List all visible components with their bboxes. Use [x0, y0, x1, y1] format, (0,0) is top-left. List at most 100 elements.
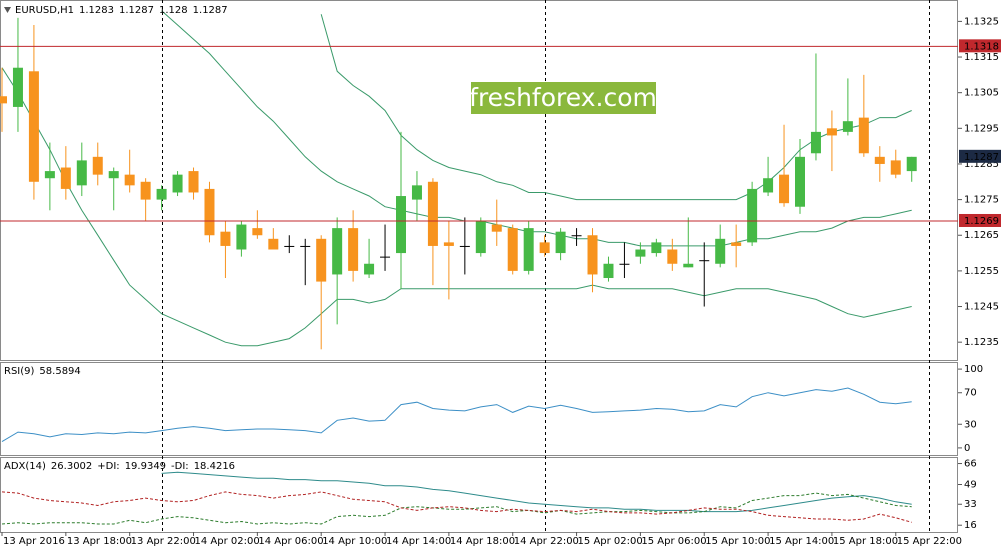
indicator-name: RSI(9) — [4, 366, 35, 377]
level-label-box — [959, 39, 1001, 53]
indicator-name: ADX(14) — [4, 461, 46, 472]
candle-body — [842, 121, 853, 132]
candle-body — [252, 228, 263, 236]
candle-body — [810, 131, 821, 154]
candle-body — [188, 171, 199, 193]
candle-body — [300, 245, 311, 247]
di-plus-value: 19.9349 — [125, 461, 166, 472]
y-tick-label: 1.1245 — [964, 302, 999, 313]
candle-body — [779, 174, 790, 204]
candle-body — [635, 249, 646, 257]
candle-body — [316, 238, 327, 282]
candle-body — [491, 224, 502, 232]
y-tick-label: 0 — [964, 443, 970, 454]
plot-layer: 1.1325 1.1315 1.1305 1.1295 1.1285 1.1275 1.12… — [0, 5, 1001, 547]
y-tick-label: 16 — [964, 520, 977, 531]
y-tick-label: 30 — [964, 419, 977, 430]
candle-body — [220, 231, 231, 246]
di-minus-label: -DI: — [171, 461, 189, 472]
candle-body — [571, 235, 582, 237]
indicator-value: 26.3002 — [51, 461, 92, 472]
candle-body — [507, 228, 518, 271]
candle-body — [890, 160, 901, 175]
period-separators — [162, 0, 930, 532]
candle-body — [380, 256, 391, 258]
y-tick-label: 1.1275 — [964, 195, 999, 206]
x-tick-label: 14 Apr 02:00 — [195, 536, 260, 547]
di-minus-value: 18.4216 — [194, 461, 235, 472]
watermark: freshforex.com — [469, 83, 657, 112]
candle-body — [204, 188, 215, 236]
y-tick-label: 33 — [964, 499, 977, 510]
candle-body — [28, 71, 39, 182]
main-panel — [0, 0, 958, 361]
candle-body — [284, 245, 295, 247]
level-label: 1.1269 — [964, 216, 999, 227]
x-tick-label: 14 Apr 10:00 — [322, 536, 387, 547]
candle-body — [603, 263, 614, 279]
candle-body — [236, 224, 247, 250]
candle-body — [667, 249, 678, 264]
plot-area — [0, 10, 917, 350]
indicator-line — [1, 491, 912, 523]
candle-body — [92, 156, 103, 175]
watermark-box — [471, 82, 656, 114]
indicator-line — [161, 471, 912, 513]
candle-body — [475, 220, 486, 254]
candle-body — [348, 228, 359, 271]
candle-body — [411, 185, 422, 200]
y-tick-label: 1.1305 — [964, 88, 999, 99]
y-tick-label: 66 — [964, 459, 977, 470]
plot-area — [1, 471, 912, 525]
candle-body — [124, 174, 135, 186]
candle-body — [826, 128, 837, 136]
x-tick-label: 13 Apr 2016 — [3, 536, 65, 547]
symbol: EURUSD,H1 — [15, 5, 74, 16]
ohlc-high: 1.1287 — [119, 5, 154, 16]
candle-body — [140, 181, 151, 200]
candle-body — [683, 263, 694, 268]
indicator-value: 58.5894 — [39, 366, 80, 377]
rsi-panel — [0, 362, 958, 456]
x-tick-label: 15 Apr 02:00 — [578, 536, 643, 547]
level-label: 1.1318 — [964, 41, 999, 52]
x-tick-label: 14 Apr 14:00 — [386, 536, 451, 547]
candle-body — [715, 238, 726, 264]
candle-body — [555, 231, 566, 254]
candle-body — [874, 156, 885, 164]
candle-body — [443, 242, 454, 246]
candle-body — [44, 171, 55, 179]
candle-body — [60, 167, 71, 189]
candle-body — [619, 263, 630, 265]
band-line — [161, 10, 912, 247]
y-tick-label: 1.1315 — [964, 52, 999, 63]
y-tick-label: 49 — [964, 480, 977, 491]
x-tick-label: 15 Apr 22:00 — [897, 536, 962, 547]
last-price-box — [959, 149, 1001, 163]
x-tick-label: 15 Apr 10:00 — [705, 536, 770, 547]
candle-body — [858, 117, 869, 154]
candle-body — [332, 228, 343, 275]
candle-body — [268, 238, 279, 250]
y-tick-label: 70 — [964, 388, 977, 399]
band-line — [1, 67, 912, 347]
candle-body — [731, 242, 742, 246]
last-price-label: 1.1287 — [964, 152, 999, 163]
x-tick-label: 15 Apr 06:00 — [641, 536, 706, 547]
candle-body — [539, 242, 550, 254]
x-tick-label: 14 Apr 22:00 — [514, 536, 579, 547]
indicator-line — [1, 387, 912, 443]
candle-body — [427, 181, 438, 246]
di-plus-label: +DI: — [97, 461, 119, 472]
y-tick-label: 1.1325 — [964, 16, 999, 27]
x-tick-label: 14 Apr 06:00 — [258, 536, 323, 547]
ohlc-close: 1.1287 — [193, 5, 228, 16]
x-tick-label: 15 Apr 14:00 — [769, 536, 834, 547]
ohlc-open: 1.1283 — [79, 5, 114, 16]
y-tick-label: 1.1255 — [964, 266, 999, 277]
candle-body — [651, 242, 662, 254]
candle-body — [795, 156, 805, 207]
candle-body — [747, 188, 758, 243]
y-tick-label: 100 — [964, 364, 983, 375]
candle-body — [396, 196, 406, 254]
